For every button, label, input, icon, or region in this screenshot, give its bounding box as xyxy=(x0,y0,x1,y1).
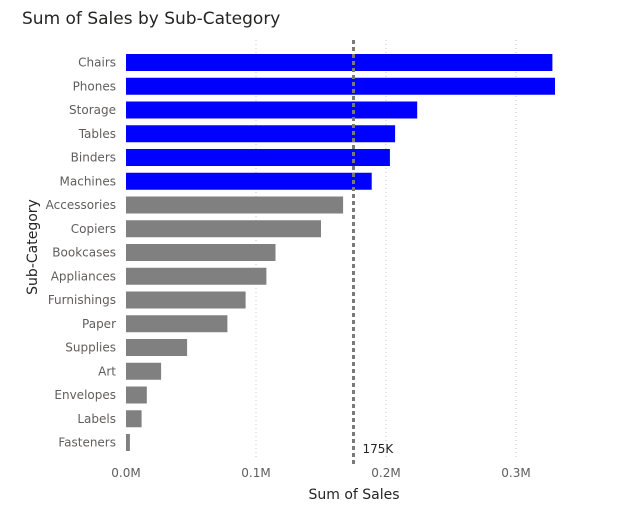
bar xyxy=(126,410,142,428)
category-labels: Chairs Phones Storage Tables Binders Machines… xyxy=(46,56,117,450)
bar xyxy=(126,386,147,404)
category-label: Chairs xyxy=(78,56,116,70)
category-label: Accessories xyxy=(46,198,116,212)
y-axis-title: Sub-Category xyxy=(25,199,41,295)
category-label: Labels xyxy=(77,412,116,426)
category-label: Supplies xyxy=(65,341,116,355)
bar xyxy=(126,101,418,119)
x-tick-labels: 0.0M 0.1M 0.2M 0.3M xyxy=(111,466,530,480)
bar xyxy=(126,267,267,285)
category-label: Art xyxy=(98,364,116,378)
bar xyxy=(126,291,246,309)
bar xyxy=(126,434,130,451)
category-label: Storage xyxy=(69,103,116,117)
grid-layer xyxy=(255,40,517,458)
x-tick-label: 0.1M xyxy=(241,466,270,480)
reference-line-group: 175K xyxy=(352,40,395,465)
x-tick-label: 0.0M xyxy=(111,466,140,480)
bar xyxy=(126,362,162,380)
category-label: Envelopes xyxy=(54,388,116,402)
bar xyxy=(126,149,390,166)
bar xyxy=(126,54,553,71)
bar xyxy=(126,172,372,190)
bar xyxy=(126,315,228,333)
chart-title: Sum of Sales by Sub-Category xyxy=(22,9,281,29)
bar xyxy=(126,77,555,95)
category-label: Paper xyxy=(82,317,116,331)
category-label: Tables xyxy=(78,127,116,141)
bars-layer xyxy=(126,54,555,451)
category-label: Appliances xyxy=(51,269,116,283)
reference-line-label: 175K xyxy=(363,442,395,456)
category-label: Binders xyxy=(71,151,116,165)
category-label: Machines xyxy=(60,174,116,188)
category-label: Fasteners xyxy=(58,436,116,450)
category-label: Bookcases xyxy=(52,246,116,260)
category-label: Copiers xyxy=(71,222,116,236)
category-label: Phones xyxy=(73,79,116,93)
bar xyxy=(126,339,188,356)
x-axis-title: Sum of Sales xyxy=(308,487,399,503)
x-tick-label: 0.3M xyxy=(501,466,530,480)
bar xyxy=(126,244,276,261)
category-label: Furnishings xyxy=(48,293,116,307)
x-tick-label: 0.2M xyxy=(371,466,400,480)
bar xyxy=(126,196,344,214)
bar xyxy=(126,220,321,238)
bar xyxy=(126,125,396,143)
